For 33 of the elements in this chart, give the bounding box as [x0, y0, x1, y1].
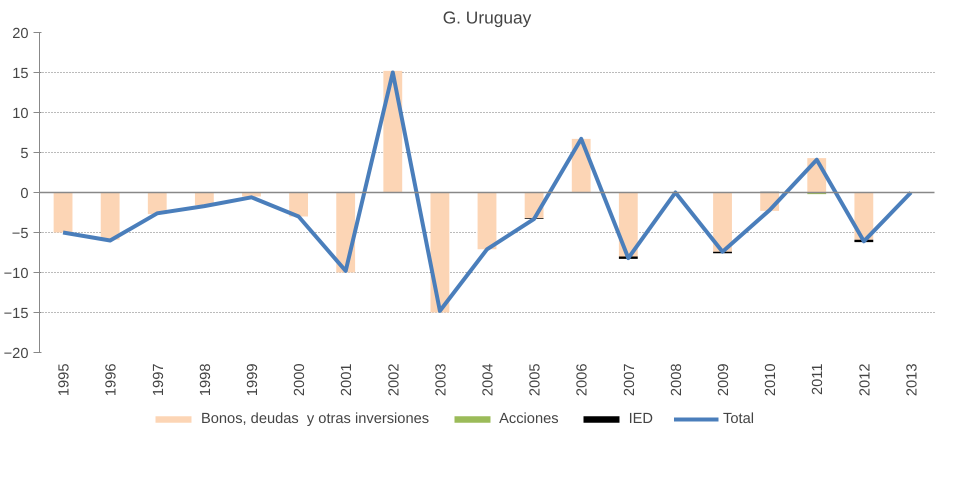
y-tick-label: 0 [20, 186, 29, 202]
y-tick-label: −20 [4, 346, 29, 362]
x-tick-label: 2008 [668, 363, 685, 396]
x-tick-label: 2010 [763, 363, 780, 396]
y-tick-label: −15 [4, 306, 29, 322]
y-tick-label: 5 [20, 146, 29, 162]
x-tick-label: 2003 [433, 363, 450, 396]
x-tick-label: 1997 [150, 363, 167, 396]
legend-label: IED [628, 411, 654, 427]
legend-label: Bonos, deudas y otras inversiones [200, 411, 430, 427]
x-tick-label: 2000 [292, 363, 308, 396]
x-tick-label: 2002 [386, 363, 402, 396]
x-tick-label: 2001 [339, 363, 356, 396]
y-tick-label: −10 [4, 266, 29, 282]
x-tick-label: 2005 [528, 363, 544, 396]
y-tick-label: 20 [12, 26, 29, 42]
y-tick-label: 10 [12, 106, 29, 122]
x-tick-label: 2011 [810, 363, 826, 396]
x-tick-label: 1998 [198, 363, 214, 396]
x-tick-label: 2006 [574, 363, 591, 396]
y-tick-label: 15 [12, 66, 29, 82]
x-tick-label: 1999 [244, 363, 261, 396]
x-tick-label: 1995 [56, 363, 73, 396]
x-tick-label: 2004 [480, 363, 496, 396]
y-tick-label: −5 [12, 226, 29, 242]
x-tick-label: 1996 [104, 363, 120, 396]
x-tick-label: 2009 [716, 363, 732, 396]
x-tick-label: 2013 [904, 363, 920, 396]
legend-label: Acciones [499, 411, 559, 427]
x-tick-label: 2012 [857, 363, 874, 396]
x-tick-label: 2007 [622, 363, 638, 396]
legend-label: Total [723, 411, 754, 427]
chart-title: G. Uruguay [442, 8, 532, 28]
